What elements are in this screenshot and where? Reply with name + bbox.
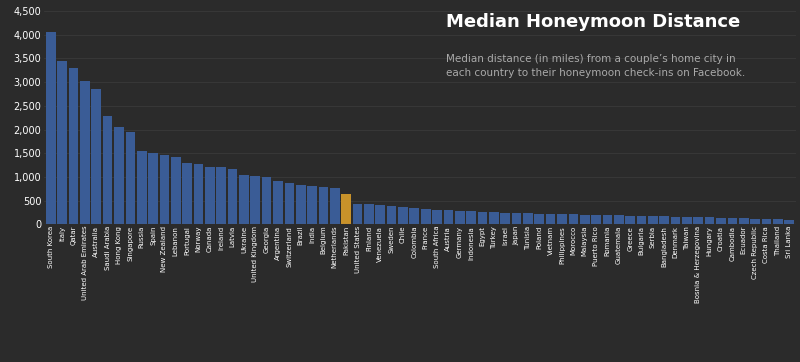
Bar [659, 216, 669, 224]
Bar [489, 212, 498, 224]
Text: Median distance (in miles) from a couple’s home city in
each country to their ho: Median distance (in miles) from a couple… [446, 54, 746, 77]
Bar [739, 218, 749, 224]
Bar [500, 212, 510, 224]
Bar [182, 163, 192, 224]
Bar [773, 219, 782, 224]
Bar [534, 214, 544, 224]
Bar [478, 212, 487, 224]
Text: Median Honeymoon Distance: Median Honeymoon Distance [446, 13, 741, 31]
Bar [512, 213, 522, 224]
Bar [216, 168, 226, 224]
Bar [546, 214, 555, 224]
Bar [58, 61, 67, 224]
Bar [386, 206, 397, 224]
Bar [46, 32, 56, 224]
Bar [557, 214, 567, 224]
Bar [591, 215, 601, 224]
Bar [398, 207, 408, 224]
Bar [102, 116, 113, 224]
Bar [228, 169, 238, 224]
Bar [91, 89, 101, 224]
Bar [466, 211, 476, 224]
Bar [285, 183, 294, 224]
Bar [194, 164, 203, 224]
Bar [307, 186, 317, 224]
Bar [716, 218, 726, 224]
Bar [762, 219, 771, 224]
Bar [273, 181, 283, 224]
Bar [114, 127, 124, 224]
Bar [637, 216, 646, 224]
Bar [784, 220, 794, 224]
Bar [705, 218, 714, 224]
Bar [262, 177, 271, 224]
Bar [159, 155, 170, 224]
Bar [443, 210, 454, 224]
Bar [353, 204, 362, 224]
Bar [727, 218, 738, 224]
Bar [80, 81, 90, 224]
Bar [648, 216, 658, 224]
Bar [432, 210, 442, 224]
Bar [421, 209, 430, 224]
Bar [69, 68, 78, 224]
Bar [614, 215, 624, 224]
Bar [682, 217, 692, 224]
Bar [523, 213, 533, 224]
Bar [375, 205, 385, 224]
Bar [410, 208, 419, 224]
Bar [148, 153, 158, 224]
Bar [171, 157, 181, 224]
Bar [626, 216, 635, 224]
Bar [670, 216, 681, 224]
Bar [205, 167, 214, 224]
Bar [750, 219, 760, 224]
Bar [137, 151, 146, 224]
Bar [342, 194, 351, 224]
Bar [364, 204, 374, 224]
Bar [330, 188, 340, 224]
Bar [239, 175, 249, 224]
Bar [580, 215, 590, 224]
Bar [126, 132, 135, 224]
Bar [694, 217, 703, 224]
Bar [296, 185, 306, 224]
Bar [569, 214, 578, 224]
Bar [318, 187, 328, 224]
Bar [455, 211, 465, 224]
Bar [602, 215, 612, 224]
Bar [250, 176, 260, 224]
